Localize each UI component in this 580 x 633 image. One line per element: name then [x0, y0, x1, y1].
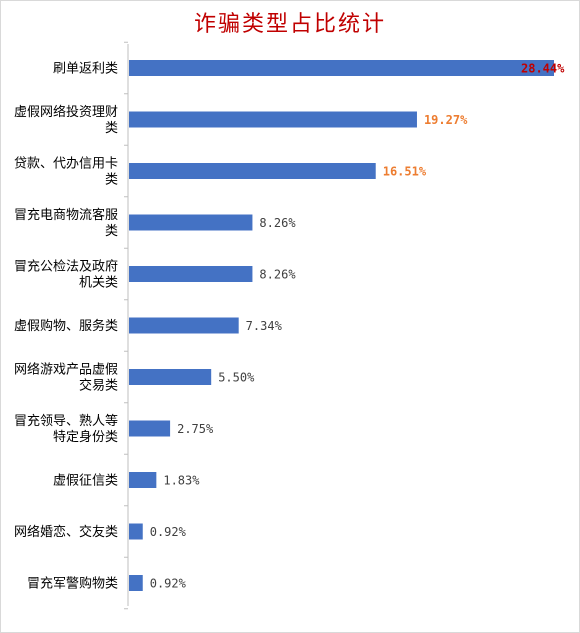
- category-label: 机关类: [79, 276, 118, 291]
- bar: [129, 420, 171, 437]
- bar: [129, 369, 212, 385]
- category-label: 类: [105, 121, 118, 136]
- data-label: 7.34%: [246, 319, 283, 333]
- category-label: 交易类: [79, 378, 118, 394]
- data-label: 5.50%: [218, 371, 255, 385]
- data-label: 8.26%: [259, 268, 296, 282]
- category-label: 特定身份类: [53, 429, 118, 445]
- category-label: 冒充电商物流客服: [14, 207, 118, 223]
- data-label: 1.83%: [163, 474, 200, 488]
- category-label: 类: [105, 173, 118, 188]
- bar: [129, 111, 417, 128]
- category-label: 网络游戏产品虚假: [14, 362, 118, 378]
- category-label: 贷款、代办信用卡: [14, 157, 118, 172]
- category-label: 冒充领导、熟人等: [14, 413, 118, 429]
- category-label: 虚假征信类: [53, 474, 118, 489]
- bar: [129, 523, 143, 540]
- bar: [129, 575, 143, 591]
- bar: [129, 214, 253, 231]
- category-label: 虚假网络投资理财: [14, 104, 118, 120]
- data-label: 8.26%: [259, 216, 296, 230]
- data-label: 0.92%: [150, 525, 187, 539]
- bar: [129, 317, 239, 334]
- category-label: 类: [105, 224, 118, 239]
- data-label: 19.27%: [424, 113, 468, 127]
- category-label: 虚假购物、服务类: [14, 318, 118, 334]
- bar: [129, 60, 554, 76]
- bar: [129, 266, 253, 282]
- category-label: 冒充军警购物类: [27, 576, 118, 592]
- bar: [129, 472, 157, 488]
- chart-title: 诈骗类型占比统计: [193, 12, 386, 37]
- data-label: 2.75%: [177, 422, 214, 436]
- data-label: 16.51%: [383, 165, 427, 179]
- category-label: 刷单返利类: [53, 62, 118, 77]
- category-label: 网络婚恋、交友类: [14, 524, 118, 540]
- data-label: 0.92%: [150, 577, 187, 591]
- data-label: 28.44%: [521, 62, 565, 76]
- category-label: 冒充公检法及政府: [14, 259, 118, 275]
- bar: [129, 163, 376, 179]
